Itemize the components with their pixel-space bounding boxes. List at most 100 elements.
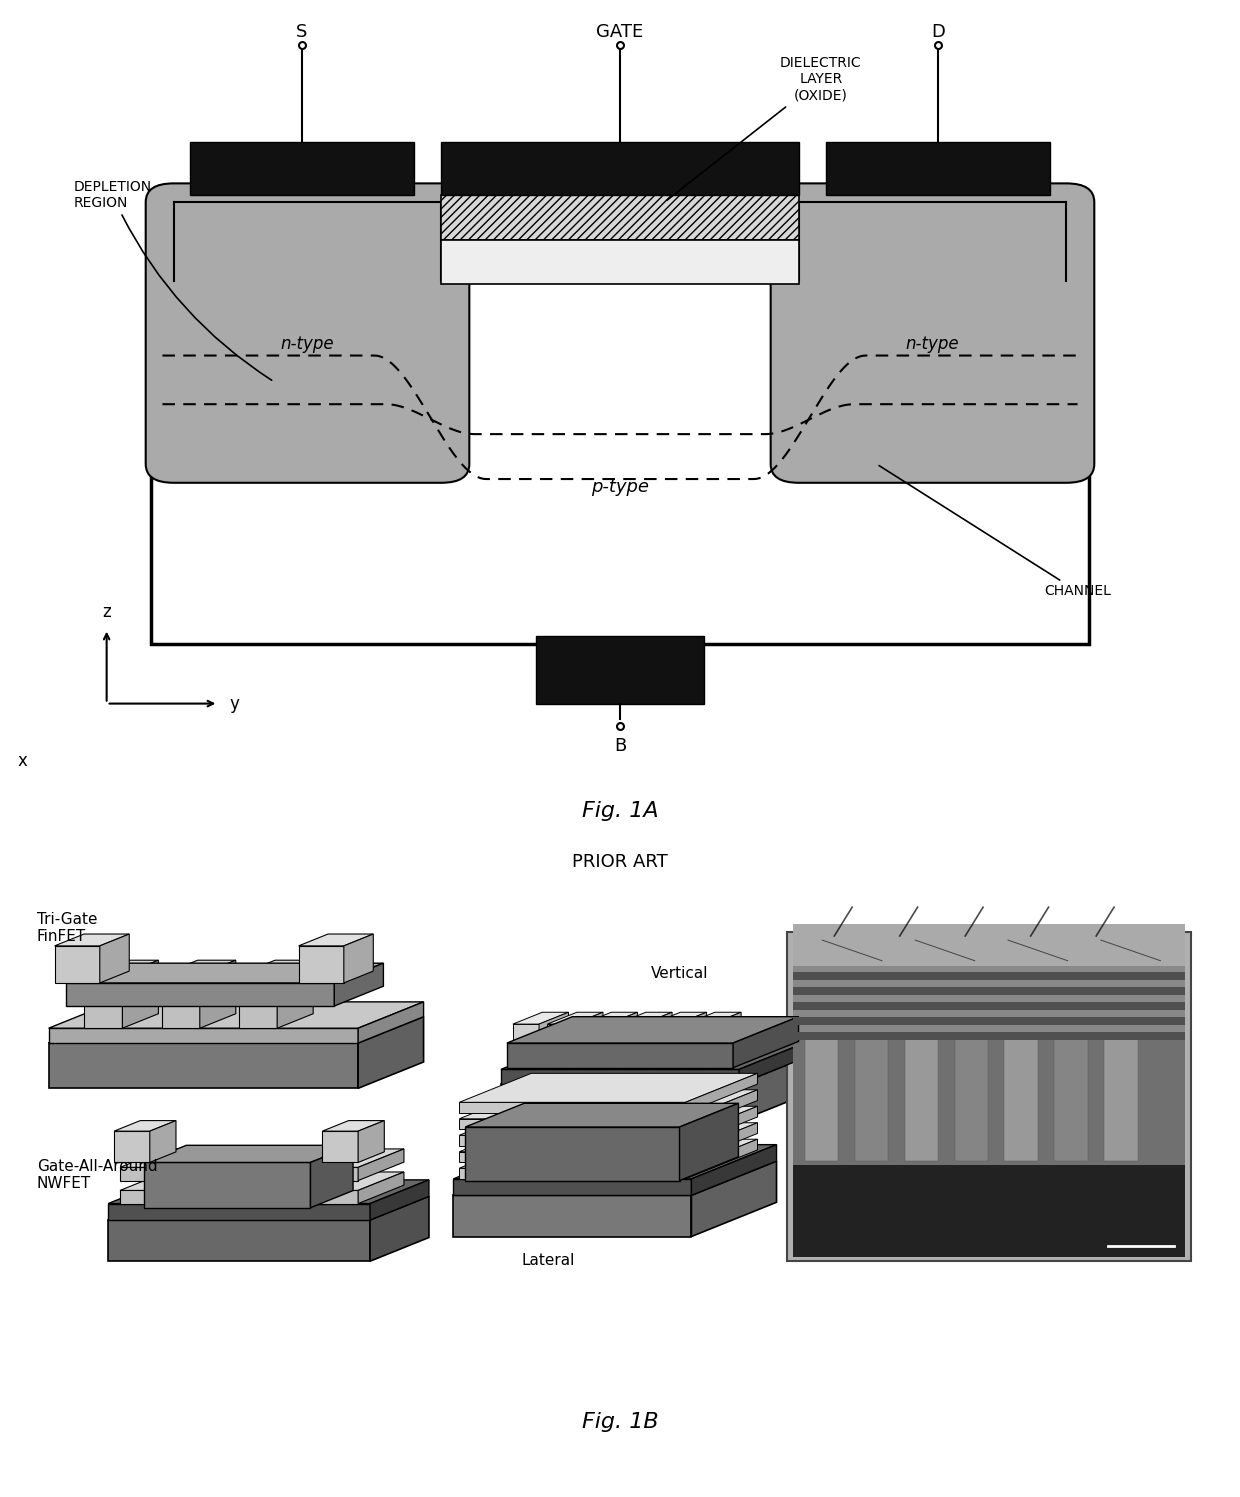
Polygon shape <box>120 1190 358 1204</box>
Polygon shape <box>200 960 236 1028</box>
Polygon shape <box>739 1034 825 1084</box>
Polygon shape <box>459 1106 758 1135</box>
Polygon shape <box>547 1012 603 1024</box>
Polygon shape <box>459 1073 758 1102</box>
Bar <box>792 972 1185 981</box>
Polygon shape <box>108 1196 429 1220</box>
Polygon shape <box>310 1145 353 1208</box>
Polygon shape <box>299 946 343 984</box>
Polygon shape <box>574 1012 603 1069</box>
Polygon shape <box>161 960 236 975</box>
Polygon shape <box>692 1162 776 1237</box>
Bar <box>792 987 1185 996</box>
Polygon shape <box>686 1139 758 1180</box>
Polygon shape <box>465 1127 680 1181</box>
Polygon shape <box>322 1121 384 1132</box>
Polygon shape <box>67 963 383 984</box>
Polygon shape <box>150 1121 176 1162</box>
Polygon shape <box>686 1073 758 1114</box>
Polygon shape <box>680 1103 739 1181</box>
Polygon shape <box>358 1172 404 1204</box>
Polygon shape <box>239 960 314 975</box>
Polygon shape <box>358 1001 424 1043</box>
Polygon shape <box>84 975 123 1028</box>
Text: B: B <box>614 737 626 756</box>
Polygon shape <box>547 1024 574 1069</box>
Polygon shape <box>582 1012 637 1024</box>
Polygon shape <box>358 1121 384 1162</box>
Polygon shape <box>358 1016 424 1088</box>
Polygon shape <box>686 1024 712 1069</box>
Bar <box>441 142 799 195</box>
Polygon shape <box>120 1172 404 1190</box>
Text: p-type: p-type <box>591 478 649 496</box>
Polygon shape <box>616 1024 642 1069</box>
Polygon shape <box>144 1162 310 1208</box>
Polygon shape <box>686 1012 742 1024</box>
Text: Tri-Gate
FinFET: Tri-Gate FinFET <box>37 912 97 945</box>
Polygon shape <box>144 1145 353 1162</box>
Bar <box>441 195 799 240</box>
Polygon shape <box>608 1012 637 1069</box>
Polygon shape <box>501 1069 739 1084</box>
Bar <box>799 198 1066 280</box>
Polygon shape <box>507 1016 799 1043</box>
Text: S: S <box>296 22 308 40</box>
Bar <box>792 925 1185 966</box>
Polygon shape <box>161 975 200 1028</box>
Polygon shape <box>459 1135 686 1147</box>
Text: Lateral: Lateral <box>522 1253 575 1268</box>
Polygon shape <box>358 1148 404 1181</box>
Bar <box>1004 1036 1038 1160</box>
Polygon shape <box>501 1034 825 1069</box>
Polygon shape <box>712 1012 742 1069</box>
Bar <box>792 1040 1185 1165</box>
Polygon shape <box>651 1024 677 1069</box>
Polygon shape <box>686 1106 758 1147</box>
Bar <box>441 240 799 284</box>
Polygon shape <box>48 1043 358 1088</box>
Text: PRIOR ART: PRIOR ART <box>572 853 668 871</box>
Polygon shape <box>120 1148 404 1168</box>
Bar <box>1105 1036 1138 1160</box>
Polygon shape <box>507 1043 733 1067</box>
Polygon shape <box>48 1001 424 1028</box>
Polygon shape <box>454 1162 776 1195</box>
Polygon shape <box>454 1195 692 1237</box>
Polygon shape <box>642 1012 672 1069</box>
Bar <box>955 1036 988 1160</box>
Text: Fig. 1B: Fig. 1B <box>582 1412 658 1431</box>
Polygon shape <box>459 1151 686 1162</box>
Text: Vertical: Vertical <box>651 966 708 982</box>
Bar <box>854 1036 888 1160</box>
Bar <box>536 636 703 704</box>
Text: x: x <box>19 751 27 771</box>
Text: n-type: n-type <box>905 335 960 353</box>
Polygon shape <box>513 1024 539 1069</box>
Polygon shape <box>582 1024 608 1069</box>
Polygon shape <box>48 1028 358 1043</box>
Polygon shape <box>108 1220 370 1260</box>
Polygon shape <box>513 1012 568 1024</box>
Polygon shape <box>48 1016 424 1043</box>
Bar <box>792 936 1185 1257</box>
Polygon shape <box>84 960 159 975</box>
Polygon shape <box>459 1090 758 1118</box>
Polygon shape <box>108 1204 370 1220</box>
Polygon shape <box>692 1145 776 1195</box>
Polygon shape <box>459 1139 758 1168</box>
Polygon shape <box>370 1196 429 1260</box>
Polygon shape <box>686 1090 758 1129</box>
Bar <box>792 1016 1185 1025</box>
Text: DIELECTRIC
LAYER
(OXIDE): DIELECTRIC LAYER (OXIDE) <box>667 55 862 201</box>
Text: Fig. 1A: Fig. 1A <box>582 801 658 820</box>
Polygon shape <box>114 1132 150 1162</box>
Polygon shape <box>299 934 373 946</box>
Polygon shape <box>343 934 373 984</box>
Bar <box>191 142 414 195</box>
Polygon shape <box>120 1168 358 1181</box>
Bar <box>826 142 1049 195</box>
Polygon shape <box>123 960 159 1028</box>
Bar <box>151 195 1089 644</box>
Polygon shape <box>459 1123 758 1151</box>
